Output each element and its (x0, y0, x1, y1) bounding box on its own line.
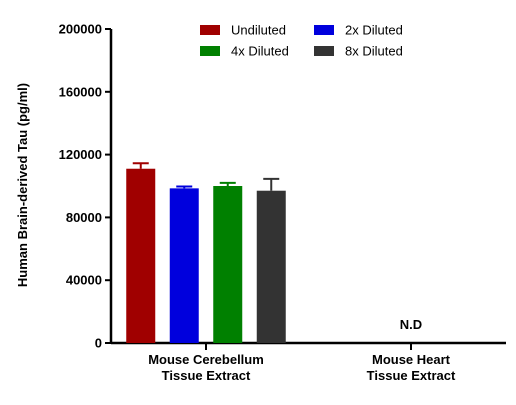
legend-label: 8x Diluted (345, 44, 403, 59)
y-tick-label: 40000 (66, 273, 102, 288)
bar (169, 188, 199, 343)
y-axis-title: Human Brain-derived Tau (pg/ml) (15, 83, 30, 287)
x-category-label: Tissue Extract (367, 368, 456, 383)
legend-swatch (200, 46, 220, 56)
not-detected-label: N.D (400, 317, 422, 332)
legend-label: 2x Diluted (345, 23, 403, 38)
legend-label: 4x Diluted (231, 44, 289, 59)
y-tick-label: 160000 (59, 84, 102, 99)
y-tick-label: 80000 (66, 210, 102, 225)
x-category-label: Tissue Extract (162, 368, 251, 383)
legend-label: Undiluted (231, 23, 286, 38)
annotations: N.D (400, 317, 422, 332)
axes: 0 40000 80000 120000 160000 200000 Mouse Cereb… (59, 22, 506, 383)
y-tick-label: 200000 (59, 22, 102, 37)
legend-swatch (314, 46, 334, 56)
y-tick-label: 0 (95, 336, 102, 351)
x-category-label: Mouse Cerebellum (148, 352, 264, 367)
legend: Undiluted 2x Diluted 4x Diluted 8x Diluted (200, 23, 403, 59)
bar (256, 190, 286, 343)
legend-swatch (314, 25, 334, 35)
bar (213, 186, 243, 343)
legend-swatch (200, 25, 220, 35)
y-tick-label: 120000 (59, 147, 102, 162)
bars (126, 162, 286, 343)
x-category-label: Mouse Heart (372, 352, 451, 367)
bar (126, 168, 156, 343)
